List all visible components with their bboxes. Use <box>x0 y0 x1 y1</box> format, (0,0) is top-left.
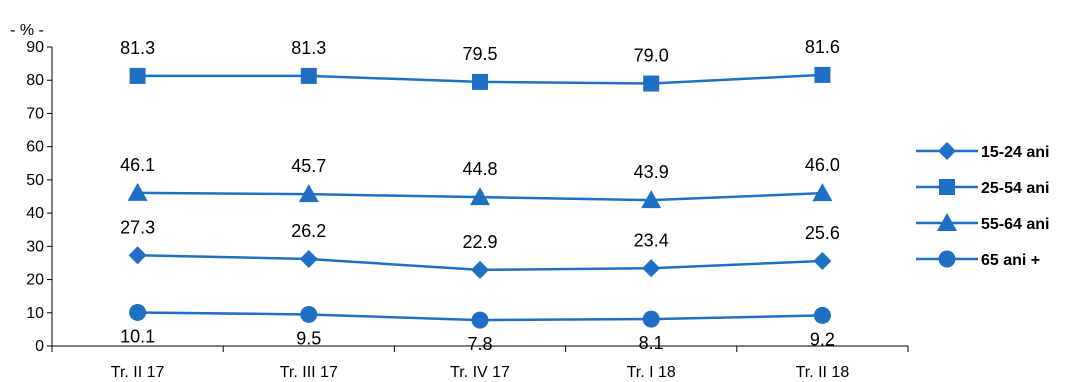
data-point <box>812 183 833 202</box>
data-point <box>471 311 489 329</box>
data-label: 46.1 <box>120 155 155 175</box>
legend-item-circle: 65 ani + <box>916 250 1040 269</box>
data-label: 10.1 <box>120 326 155 346</box>
legend-label: 65 ani + <box>981 252 1040 269</box>
legend-item-diamond: 15-24 ani <box>916 142 1049 161</box>
data-point <box>470 187 490 206</box>
x-axis-ticks: Tr. II 17 Tr. III 17 Tr. IV 17 Tr. I 18 Tr. … <box>51 346 909 381</box>
data-label: 9.5 <box>296 328 321 348</box>
y-tick-label: 70 <box>26 105 44 122</box>
legend-item-triangle: 55-64 ani <box>916 213 1049 233</box>
data-label: 9.2 <box>810 329 835 349</box>
series-square: 81.3 81.3 79.5 79.0 81.6 <box>120 37 840 92</box>
x-tick-label: Tr. II 18 <box>796 364 850 381</box>
data-point <box>298 184 319 203</box>
y-tick-label: 10 <box>26 305 44 322</box>
legend-swatch-marker <box>938 142 956 160</box>
data-label: 79.5 <box>462 44 497 64</box>
y-tick-label: 50 <box>26 172 44 189</box>
data-point <box>300 305 318 323</box>
data-label: 22.9 <box>462 232 497 252</box>
data-point <box>129 303 147 321</box>
y-tick-label: 40 <box>26 205 44 222</box>
x-tick-label: Tr. III 17 <box>280 364 338 381</box>
data-point <box>127 182 148 201</box>
legend: 15-24 ani 25-54 ani 55-64 ani 65 ani + <box>916 142 1049 269</box>
data-point <box>642 259 661 278</box>
y-tick-label: 20 <box>26 272 44 289</box>
legend-swatch-marker <box>939 179 955 195</box>
data-label: 27.3 <box>120 217 155 237</box>
y-tick-label: 30 <box>26 238 44 255</box>
data-label: 81.3 <box>120 38 155 58</box>
series-circle: 10.1 9.5 7.8 8.1 9.2 <box>120 303 835 354</box>
y-tick-label: 90 <box>26 39 44 56</box>
data-label: 81.3 <box>291 38 326 58</box>
y-tick-label: 60 <box>26 139 44 156</box>
legend-swatch-marker <box>937 213 957 231</box>
data-point <box>814 66 831 83</box>
series-triangle: 46.1 45.7 44.8 43.9 46.0 <box>120 155 840 209</box>
data-label: 46.0 <box>805 155 840 175</box>
data-label: 25.6 <box>805 223 840 243</box>
axes <box>51 47 908 347</box>
data-label: 26.2 <box>291 221 326 241</box>
data-point <box>641 190 662 209</box>
data-point <box>129 67 146 84</box>
series-layer: 27.3 26.2 22.9 23.4 25.6 81.3 81.3 79.5 79.0 81.6… <box>120 37 840 354</box>
data-label: 7.8 <box>467 334 492 354</box>
x-tick-label: Tr. IV 17 <box>450 364 510 381</box>
series-diamond: 27.3 26.2 22.9 23.4 25.6 <box>120 217 840 279</box>
data-label: 45.7 <box>291 156 326 176</box>
data-point <box>128 246 147 265</box>
data-point <box>643 75 660 92</box>
data-label: 43.9 <box>634 162 669 182</box>
data-label: 79.0 <box>634 46 669 66</box>
data-point <box>471 260 489 279</box>
legend-label: 15-24 ani <box>981 144 1049 161</box>
data-label: 81.6 <box>805 37 840 57</box>
legend-item-square: 25-54 ani <box>916 179 1049 197</box>
data-point <box>300 67 317 84</box>
data-label: 23.4 <box>634 230 669 250</box>
data-point <box>642 310 660 328</box>
legend-swatch-marker <box>938 250 956 268</box>
y-axis-ticks: 0 10 20 30 40 50 60 70 80 90 <box>26 39 52 355</box>
legend-label: 55-64 ani <box>981 216 1049 233</box>
x-tick-label: Tr. II 17 <box>111 364 165 381</box>
data-label: 44.8 <box>462 159 497 179</box>
x-tick-label: Tr. I 18 <box>627 364 676 381</box>
data-point <box>472 73 488 90</box>
data-point <box>813 251 832 270</box>
data-label: 8.1 <box>639 333 664 353</box>
y-axis-unit-label: - % - <box>10 22 44 39</box>
data-point <box>299 249 318 268</box>
data-point <box>813 306 831 324</box>
legend-label: 25-54 ani <box>981 180 1049 197</box>
y-tick-label: 80 <box>26 72 44 89</box>
y-tick-label: 0 <box>35 338 44 355</box>
